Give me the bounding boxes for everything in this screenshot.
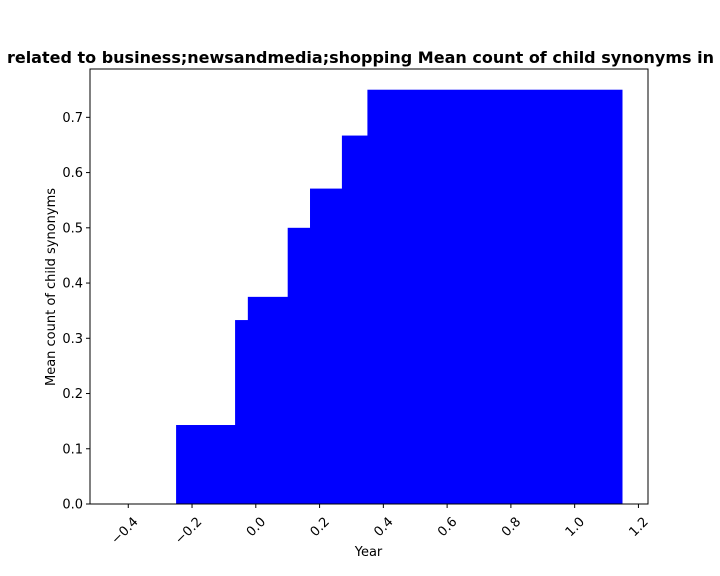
y-tick-label: 0.1 — [62, 442, 83, 457]
y-tick-label: 0.3 — [62, 332, 83, 347]
x-tick-label: 1.2 — [626, 515, 651, 540]
x-axis-label: Year — [354, 545, 383, 560]
x-tick-label: 0.4 — [371, 515, 396, 540]
x-tick-label: −0.2 — [172, 515, 205, 548]
chart-title: related to business;newsandmedia;shoppin… — [7, 48, 720, 67]
y-axis: 0.0 0.1 0.2 0.3 0.4 0.5 0.6 0.7 — [62, 111, 90, 513]
bar-6 — [367, 89, 623, 505]
bars-layer — [176, 89, 623, 505]
plot-frame — [89, 68, 649, 505]
y-tick-label: 0.0 — [62, 498, 83, 513]
x-tick-label: −0.4 — [109, 515, 142, 548]
y-tick-label: 0.4 — [62, 277, 83, 292]
y-tick-label: 0.2 — [62, 387, 83, 402]
x-tick-label: 1.0 — [563, 515, 588, 540]
y-tick-label: 0.7 — [62, 111, 83, 126]
x-axis: −0.4 −0.2 0.0 0.2 0.4 0.6 0.8 1.0 1.2 — [109, 504, 652, 548]
x-tick-label: 0.2 — [308, 515, 333, 540]
y-tick-label: 0.5 — [62, 221, 83, 236]
x-tick-label: 0.6 — [435, 515, 460, 540]
x-tick-label: 0.8 — [499, 515, 524, 540]
y-axis-label: Mean count of child synonyms — [44, 188, 59, 386]
y-tick-label: 0.6 — [62, 166, 83, 181]
x-tick-label: 0.0 — [244, 515, 269, 540]
